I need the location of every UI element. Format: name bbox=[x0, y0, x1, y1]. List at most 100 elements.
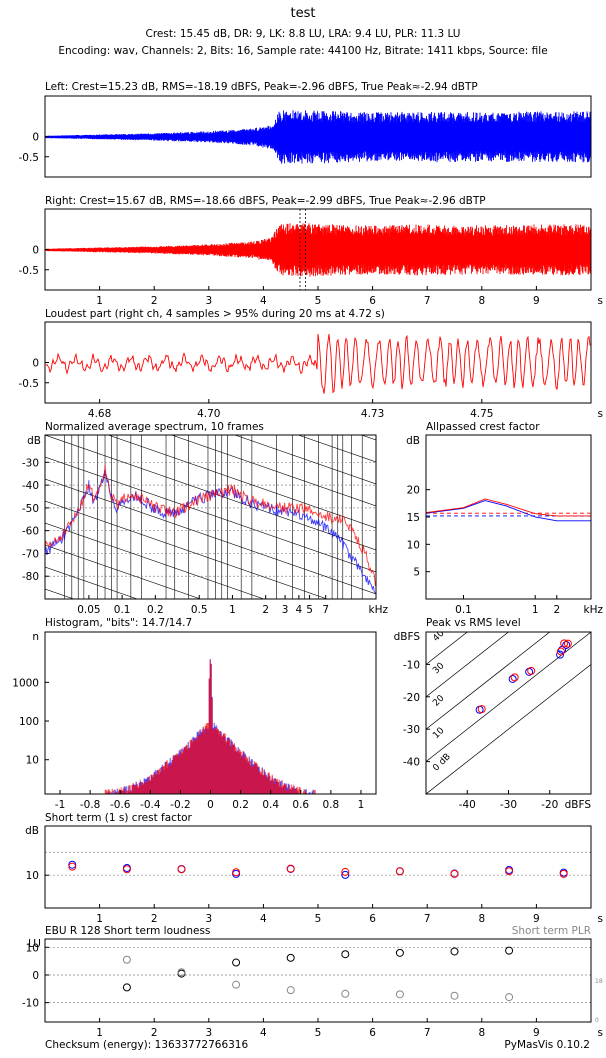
x-tick-label: 5 bbox=[315, 295, 322, 307]
y-tick-label: 10 bbox=[26, 755, 39, 767]
x-tick-label: 0.8 bbox=[323, 799, 340, 811]
x-unit-label: s bbox=[598, 1027, 603, 1039]
x-tick-label: 0.2 bbox=[232, 799, 249, 811]
y-axis-label: dB bbox=[406, 435, 420, 447]
pvr-point-left bbox=[508, 674, 517, 683]
x-tick-label: 6 bbox=[369, 295, 376, 307]
pvr-point-left bbox=[556, 650, 565, 659]
crest-diagonal bbox=[426, 632, 551, 730]
x-unit-label: kHz bbox=[584, 604, 604, 616]
pvr-point-right bbox=[563, 639, 572, 648]
spectrum-slope-line bbox=[45, 435, 376, 551]
x-axis-label: dBFS bbox=[565, 799, 592, 811]
y-tick-label: -0.5 bbox=[19, 265, 40, 277]
chart-title: Right: Crest=15.67 dB, RMS=-18.66 dBFS, … bbox=[45, 195, 486, 207]
st-crest-point-right bbox=[505, 867, 514, 876]
x-tick-label: -30 bbox=[500, 799, 517, 811]
crest-diagonal bbox=[426, 632, 591, 763]
y-tick-label: 0 bbox=[32, 970, 39, 982]
loudest-part-series bbox=[45, 333, 591, 394]
spectrum-slope-line bbox=[45, 522, 265, 599]
y-tick-label: 0 bbox=[32, 358, 39, 370]
y-tick-label: -80 bbox=[22, 571, 39, 583]
histogram-bars-right bbox=[104, 659, 316, 794]
pvr-point-right bbox=[477, 705, 486, 714]
y-tick-label: -0.5 bbox=[19, 378, 40, 390]
x-tick-label: 6 bbox=[369, 913, 376, 925]
spectrum-slope-line bbox=[297, 435, 376, 463]
st-crest-point-right bbox=[232, 868, 241, 877]
x-tick-label: 0.2 bbox=[147, 604, 164, 616]
pvr-point-right bbox=[556, 647, 565, 656]
x-tick-label: 4 bbox=[260, 295, 267, 307]
x-tick-label: 2 bbox=[553, 604, 560, 616]
spectrum-slope-line bbox=[170, 435, 376, 507]
st-crest-point-right bbox=[341, 867, 350, 876]
x-tick-label: 0 bbox=[207, 799, 214, 811]
x-tick-label: 1 bbox=[532, 604, 539, 616]
x-tick-label: 4 bbox=[260, 913, 267, 925]
x-tick-label: 5 bbox=[315, 913, 322, 925]
diagonal-label: 20 bbox=[431, 693, 446, 708]
chart-title: EBU R 128 Short term loudness bbox=[45, 925, 210, 937]
x-unit-label: s bbox=[598, 408, 603, 420]
y-axis-label: LU bbox=[28, 938, 41, 950]
left-waveform-chart: Left: Crest=15.23 dB, RMS=-18.19 dBFS, P… bbox=[19, 81, 592, 178]
pvr-point-left bbox=[562, 640, 571, 649]
pvr-frame bbox=[425, 631, 592, 795]
x-tick-label: 3 bbox=[205, 1027, 212, 1039]
x-tick-label: 0.4 bbox=[262, 799, 279, 811]
ebu-point-loudness bbox=[122, 983, 131, 992]
x-tick-label: 0.1 bbox=[114, 604, 131, 616]
x-tick-label: 7 bbox=[424, 295, 431, 307]
ebu-point-plr bbox=[341, 989, 350, 998]
y-tick-label: 10 bbox=[26, 942, 39, 954]
x-tick-label: 1 bbox=[96, 1027, 103, 1039]
x-tick-label: -0.8 bbox=[80, 799, 101, 811]
histogram-chart: Histogram, "bits": 14.7/14.7n101001000-1… bbox=[12, 617, 377, 811]
st-crest-frame bbox=[44, 825, 592, 909]
x-tick-label: 2 bbox=[151, 1027, 158, 1039]
x-tick-label: 0.1 bbox=[455, 604, 472, 616]
x-tick-label: 1 bbox=[358, 799, 365, 811]
x-tick-label: 5 bbox=[306, 604, 313, 616]
spectrum-slope-line bbox=[107, 435, 376, 529]
y-tick-label: -60 bbox=[22, 526, 39, 538]
diagonal-label: 40 bbox=[431, 628, 446, 643]
ebu-point-plr bbox=[286, 986, 295, 995]
x-tick-label: 9 bbox=[533, 913, 540, 925]
ebu-point-loudness bbox=[232, 958, 241, 967]
st-crest-point-right bbox=[122, 865, 131, 874]
chart-title: Histogram, "bits": 14.7/14.7 bbox=[45, 617, 192, 629]
y-tick-label: -10 bbox=[22, 998, 39, 1010]
y-tick-label: 10 bbox=[407, 539, 420, 551]
crest-diagonal bbox=[426, 663, 591, 794]
ebu-r128-chart: EBU R 128 Short term loudness Short term … bbox=[22, 925, 603, 1039]
st-crest-point-right bbox=[450, 869, 459, 878]
y-tick-label: -30 bbox=[22, 457, 39, 469]
st-crest-point-right bbox=[177, 865, 186, 874]
y-tick-label: -70 bbox=[22, 548, 39, 560]
right-tick-label: 18 bbox=[595, 978, 603, 985]
ebu-point-loudness bbox=[286, 953, 295, 962]
x-tick-label: 1 bbox=[96, 295, 103, 307]
ebu-point-loudness bbox=[450, 947, 459, 956]
x-tick-label: 4.73 bbox=[361, 408, 384, 420]
chart-title: Loudest part (right ch, 4 samples > 95% … bbox=[45, 308, 385, 320]
x-tick-label: 3 bbox=[205, 913, 212, 925]
chart-title: Allpassed crest factor bbox=[426, 421, 540, 433]
spectrum-slope-line bbox=[45, 456, 376, 573]
x-tick-label: -0.6 bbox=[110, 799, 131, 811]
ebu-point-plr bbox=[177, 968, 186, 977]
pvr-point-right bbox=[510, 673, 519, 682]
pvr-point-right bbox=[560, 639, 569, 648]
x-tick-label: 8 bbox=[478, 913, 485, 925]
crest-series-left bbox=[425, 500, 591, 522]
y-tick-label: 100 bbox=[19, 716, 39, 728]
short-term-crest-chart: Short term (1 s) crest factor dB 10 1 2 3 4 5 6 7… bbox=[25, 812, 603, 925]
allpassed-frame bbox=[425, 434, 592, 600]
x-tick-label: 3 bbox=[205, 295, 212, 307]
st-crest-point-right bbox=[68, 862, 77, 871]
x-tick-label: -40 bbox=[459, 799, 476, 811]
